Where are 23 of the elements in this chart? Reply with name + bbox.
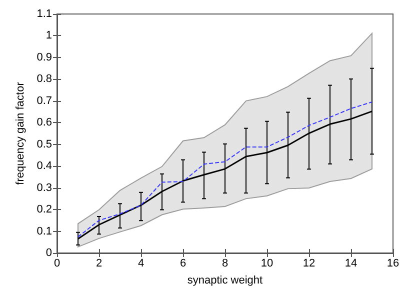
y-tick-label: 0.5 xyxy=(36,138,52,150)
x-tick-label: 12 xyxy=(302,258,316,270)
x-tick-label: 10 xyxy=(260,258,274,270)
x-tick-label: 6 xyxy=(180,258,186,270)
x-tick-label: 14 xyxy=(344,258,358,270)
y-tick-label: 0.4 xyxy=(36,160,52,172)
x-tick-label: 8 xyxy=(222,258,228,270)
y-tick-label: 0.1 xyxy=(36,225,52,238)
x-tick-label: 16 xyxy=(386,258,400,270)
y-tick-label: 0 xyxy=(46,247,52,259)
y-axis-title: frequency gain factor xyxy=(14,82,26,185)
y-tick-label: 0.2 xyxy=(36,204,52,216)
y-tick-label: 1.1 xyxy=(36,8,52,20)
x-tick-label: 0 xyxy=(54,258,60,270)
y-tick-label: 0.9 xyxy=(36,51,52,64)
x-tick-label: 2 xyxy=(96,258,102,270)
y-tick-label: 0.3 xyxy=(36,182,52,194)
x-tick-label: 4 xyxy=(138,258,144,270)
y-tick-label: 1 xyxy=(46,30,52,42)
x-axis-title: synaptic weight xyxy=(187,274,263,286)
y-tick-label: 0.7 xyxy=(36,94,52,107)
y-tick-label: 0.6 xyxy=(36,116,52,129)
y-tick-label: 0.8 xyxy=(36,73,52,86)
